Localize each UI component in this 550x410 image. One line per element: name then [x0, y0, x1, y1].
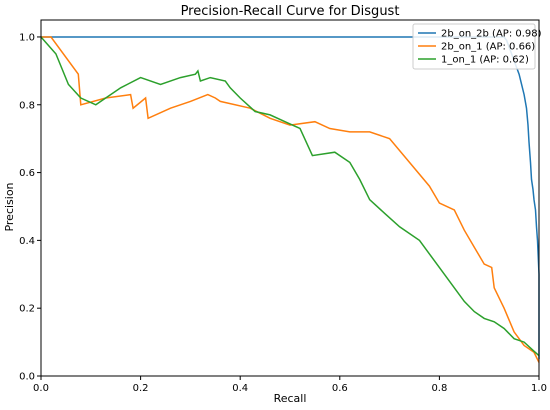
- x-axis-label: Recall: [274, 392, 307, 405]
- x-tick-label: 1.0: [531, 383, 547, 394]
- x-tick-label: 0.8: [431, 383, 447, 394]
- y-tick-label: 0.0: [19, 372, 35, 383]
- series-line-1: [41, 36, 540, 359]
- y-tick-label: 0.8: [19, 100, 35, 111]
- x-tick-label: 0.2: [133, 383, 149, 394]
- y-tick-label: 0.6: [19, 168, 35, 179]
- plot-area: 0.0 0.2 0.4 0.6 0.8 1.0 0.0 0.2 0.4 0.6 0.8 1.0: [19, 19, 547, 394]
- legend: 2b_on_2b (AP: 0.98) 2b_on_1 (AP: 0.66) 1_o…: [412, 23, 542, 70]
- legend-label-2: 2b_on_1 (AP: 0.66): [441, 42, 535, 53]
- legend-label-1: 2b_on_2b (AP: 0.98): [441, 29, 542, 40]
- series-line-3: [40, 36, 540, 357]
- series-line-2: [41, 36, 540, 363]
- x-tick-label: 0.6: [332, 383, 348, 394]
- legend-box: [412, 23, 536, 70]
- plot-frame: [40, 19, 540, 377]
- y-axis-label: Precision: [3, 182, 16, 231]
- y-tick-label: 0.2: [19, 304, 35, 315]
- y-tick-label: 0.4: [19, 236, 35, 247]
- x-tick-label: 0.0: [33, 383, 49, 394]
- chart-title: Precision-Recall Curve for Disgust: [181, 4, 400, 19]
- legend-label-3: 1_on_1 (AP: 0.62): [441, 55, 529, 66]
- y-tick-label: 1.0: [19, 32, 35, 43]
- x-tick-label: 0.4: [232, 383, 248, 394]
